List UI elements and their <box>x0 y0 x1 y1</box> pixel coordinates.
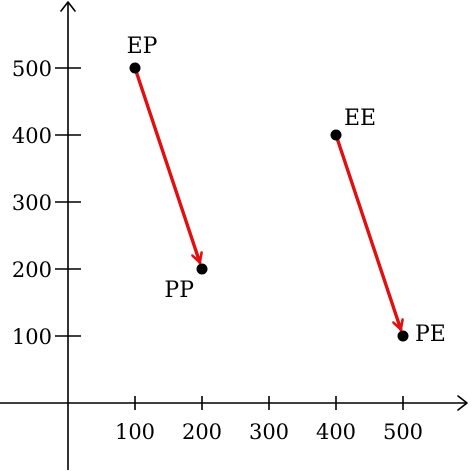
ticks: 100 200 300 400 500 100 200 300 400 500 <box>12 57 423 444</box>
point-label-pp: PP <box>164 278 194 303</box>
x-tick-label: 200 <box>182 420 222 444</box>
arrows <box>133 68 401 332</box>
arrow-ep-to-pp <box>133 68 200 265</box>
x-tick-label: 500 <box>383 420 423 444</box>
point-pe <box>397 330 409 342</box>
y-tick-label: 500 <box>12 57 52 81</box>
y-tick-label: 300 <box>12 191 52 215</box>
point-label-ep: EP <box>127 34 158 59</box>
point-label-pe: PE <box>415 322 446 347</box>
x-tick-label: 400 <box>316 420 356 444</box>
arrow-ee-to-pe <box>334 135 401 332</box>
point-pp <box>196 263 208 275</box>
point-ee <box>330 129 342 141</box>
point-ep <box>129 62 141 74</box>
y-axis-arrowhead <box>60 1 76 12</box>
y-tick-label: 100 <box>12 325 52 349</box>
points: EP PP EE PE <box>127 34 446 347</box>
point-label-ee: EE <box>344 106 376 131</box>
y-tick-label: 200 <box>12 258 52 282</box>
y-tick-label: 400 <box>12 124 52 148</box>
x-axis-arrowhead <box>457 395 468 411</box>
x-tick-label: 100 <box>115 420 155 444</box>
x-tick-label: 300 <box>249 420 289 444</box>
